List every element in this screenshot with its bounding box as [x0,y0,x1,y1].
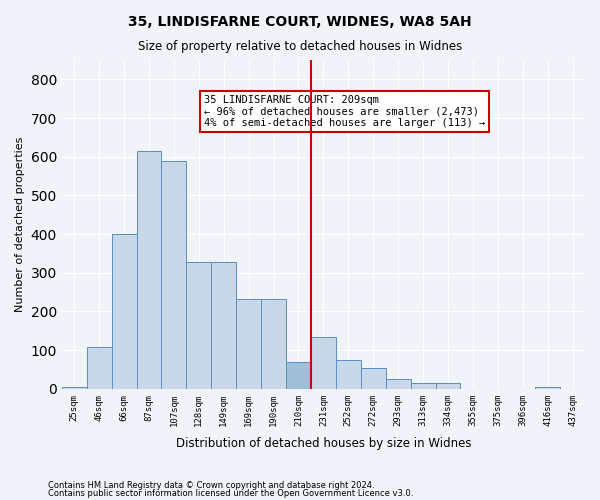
X-axis label: Distribution of detached houses by size in Widnes: Distribution of detached houses by size … [176,437,471,450]
Text: 35 LINDISFARNE COURT: 209sqm
← 96% of detached houses are smaller (2,473)
4% of : 35 LINDISFARNE COURT: 209sqm ← 96% of de… [204,95,485,128]
Bar [236,298,261,389]
Bar [311,337,336,389]
Text: Contains HM Land Registry data © Crown copyright and database right 2024.: Contains HM Land Registry data © Crown c… [48,481,374,490]
Text: Contains public sector information licensed under the Open Government Licence v3: Contains public sector information licen… [48,488,413,498]
Bar [535,387,560,389]
Bar [261,298,286,389]
Bar [361,368,386,389]
Bar [62,387,87,389]
Bar [137,151,161,389]
Bar [187,262,211,389]
Bar [410,383,436,389]
Bar [161,160,187,389]
Y-axis label: Number of detached properties: Number of detached properties [15,136,25,312]
Bar [87,348,112,389]
Bar [436,383,460,389]
Bar [336,360,361,389]
Bar [112,234,137,389]
Bar [286,362,311,389]
Text: 35, LINDISFARNE COURT, WIDNES, WA8 5AH: 35, LINDISFARNE COURT, WIDNES, WA8 5AH [128,15,472,29]
Text: Size of property relative to detached houses in Widnes: Size of property relative to detached ho… [138,40,462,53]
Bar [386,379,410,389]
Bar [211,262,236,389]
